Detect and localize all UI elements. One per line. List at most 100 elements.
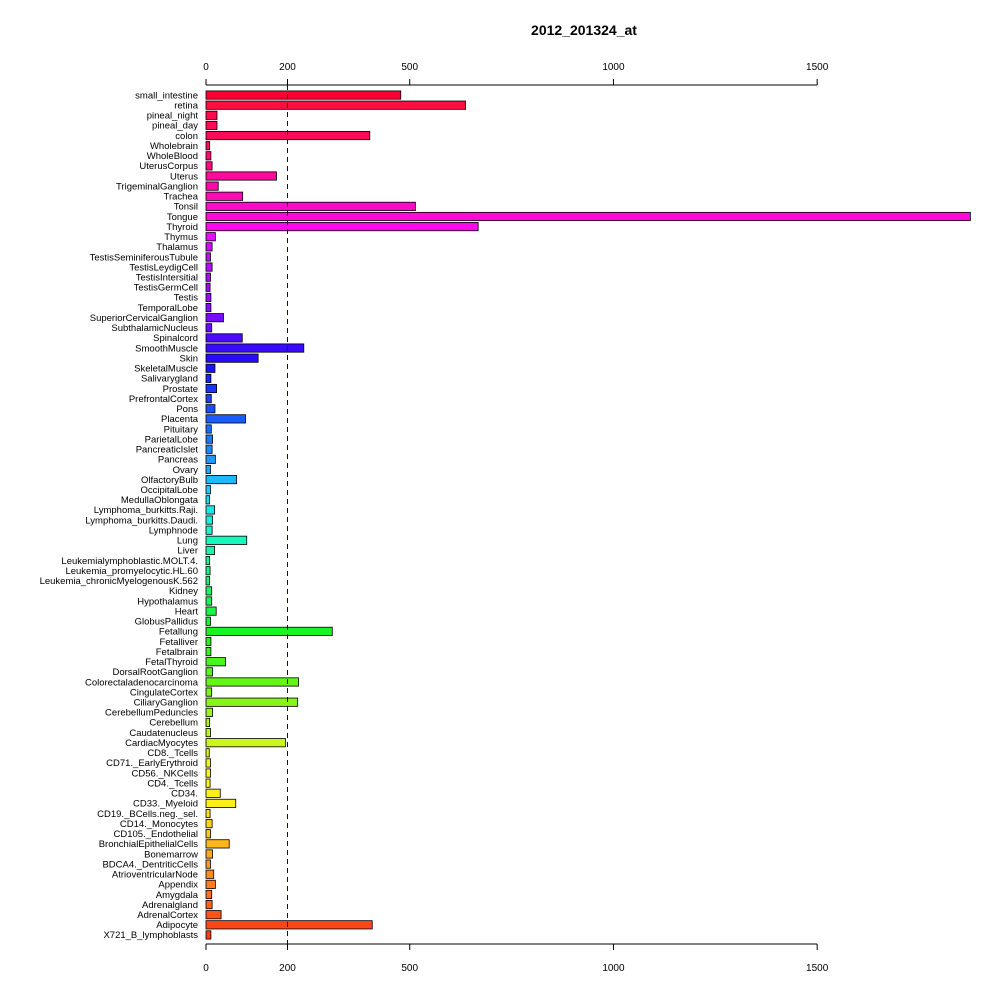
category-label-Kidney: Kidney: [169, 586, 198, 597]
category-label-Heart: Heart: [175, 606, 199, 617]
category-label-GlobusPallidus: GlobusPallidus: [135, 617, 199, 628]
category-label-CD4._Tcells: CD4._Tcells: [147, 778, 198, 789]
bar-BronchialEpithelialCells: [205, 839, 230, 849]
bar-TrigeminalGanglion: [205, 181, 219, 191]
bar-Lymphoma_burkitts.Raji.: [205, 505, 215, 515]
bar-Hypothalamus: [205, 596, 213, 606]
category-label-DorsalRootGanglion: DorsalRootGanglion: [112, 667, 198, 678]
bar-Pons: [205, 404, 216, 414]
category-label-CD8._Tcells: CD8._Tcells: [147, 748, 198, 759]
category-label-MedullaOblongata: MedullaOblongata: [121, 495, 199, 506]
top-tick-label-500: 500: [401, 62, 418, 73]
category-label-Skin: Skin: [180, 353, 198, 364]
bar-CingulateCortex: [205, 687, 213, 697]
category-label-ParietalLobe: ParietalLobe: [145, 434, 198, 445]
bar-Testis: [205, 292, 212, 302]
category-label-Wholebrain: Wholebrain: [150, 141, 198, 152]
category-label-Salivarygland: Salivarygland: [141, 374, 198, 385]
category-label-pineal_night: pineal_night: [147, 111, 199, 122]
category-label-Leukemia_chronicMyelogenousK.562: Leukemia_chronicMyelogenousK.562: [40, 576, 198, 587]
top-tick-label-1000: 1000: [602, 62, 625, 73]
bar-CardiacMyocytes: [205, 738, 286, 748]
bar-Trachea: [205, 191, 244, 201]
bar-CD19._BCells.neg._sel.: [205, 808, 211, 819]
bar-WholeBlood: [205, 151, 212, 161]
category-label-X721_B_lymphoblasts: X721_B_lymphoblasts: [103, 930, 198, 941]
bar-Adipocyte: [205, 920, 373, 930]
bar-Fetallung: [205, 626, 333, 636]
bar-Cerebellum: [205, 717, 211, 727]
bar-Tonsil: [205, 201, 416, 211]
bar-CiliaryGanglion: [205, 697, 299, 707]
category-label-SubthalamicNucleus: SubthalamicNucleus: [111, 323, 198, 334]
bar-SuperiorCervicalGanglion: [205, 313, 224, 323]
category-label-UterusCorpus: UterusCorpus: [139, 161, 198, 172]
category-label-CD56._NKCells: CD56._NKCells: [131, 768, 198, 779]
bar-Fetalliver: [205, 636, 212, 647]
bottom-tick-label-200: 200: [279, 963, 296, 974]
chart-title: 2012_201324_at: [531, 22, 637, 38]
category-label-Lymphoma_burkitts.Daudi.: Lymphoma_burkitts.Daudi.: [85, 515, 198, 526]
bar-FetalThyroid: [205, 657, 226, 667]
category-label-AtrioventricularNode: AtrioventricularNode: [112, 870, 198, 881]
bar-Placenta: [205, 414, 246, 424]
category-label-Amygdala: Amygdala: [156, 890, 199, 901]
bar-CD56._NKCells: [205, 768, 211, 778]
category-label-SuperiorCervicalGanglion: SuperiorCervicalGanglion: [90, 313, 198, 324]
bar-Caudatenucleus: [205, 728, 211, 738]
category-label-FetalThyroid: FetalThyroid: [145, 657, 198, 668]
category-label-Caudatenucleus: Caudatenucleus: [129, 728, 198, 739]
category-label-AdrenalCortex: AdrenalCortex: [137, 910, 198, 921]
bar-DorsalRootGanglion: [205, 667, 213, 677]
bar-CerebellumPeduncles: [205, 707, 213, 717]
category-label-Liver: Liver: [177, 546, 198, 557]
bar-UterusCorpus: [205, 161, 213, 171]
bar-Wholebrain: [205, 141, 211, 151]
bar-TestisGermCell: [205, 282, 211, 292]
bar-Spinalcord: [205, 333, 243, 343]
category-label-PrefrontalCortex: PrefrontalCortex: [129, 394, 198, 405]
category-label-Fetallung: Fetallung: [159, 627, 198, 638]
category-label-Tongue: Tongue: [167, 212, 198, 223]
bar-Kidney: [205, 586, 213, 596]
category-label-Adrenalgland: Adrenalgland: [142, 900, 198, 911]
bar-CD33._Myeloid: [205, 798, 237, 808]
category-label-Leukemia_promyelocytic.HL.60: Leukemia_promyelocytic.HL.60: [65, 566, 198, 577]
bar-OccipitalLobe: [205, 485, 211, 495]
category-label-WholeBlood: WholeBlood: [147, 151, 198, 162]
category-label-Thymus: Thymus: [164, 232, 198, 243]
bar-CD34.: [205, 788, 221, 798]
category-label-CD105._Endothelial: CD105._Endothelial: [113, 829, 198, 840]
category-label-CiliaryGanglion: CiliaryGanglion: [134, 698, 198, 709]
bar-Lymphnode: [205, 525, 213, 535]
bar-AdrenalCortex: [205, 910, 222, 920]
category-label-Testis: Testis: [174, 293, 199, 304]
category-label-BDCA4._DentriticCells: BDCA4._DentriticCells: [102, 859, 198, 870]
category-label-Fetalbrain: Fetalbrain: [156, 647, 198, 658]
bar-Salivarygland: [205, 373, 212, 383]
bar-CD4._Tcells: [205, 778, 211, 788]
category-label-Lymphoma_burkitts.Raji.: Lymphoma_burkitts.Raji.: [94, 505, 198, 516]
bottom-tick-label-0: 0: [203, 963, 209, 974]
bar-SubthalamicNucleus: [205, 323, 213, 333]
category-label-Prostate: Prostate: [163, 384, 198, 395]
bar-BDCA4._DentriticCells: [205, 859, 211, 869]
bar-CD71._EarlyErythroid: [205, 758, 211, 768]
top-tick-label-200: 200: [279, 62, 296, 73]
category-label-Thyroid: Thyroid: [166, 222, 198, 233]
bar-Thalamus: [205, 242, 213, 252]
category-label-TestisIntersitial: TestisIntersitial: [136, 273, 198, 284]
bar-TemporalLobe: [205, 303, 212, 313]
bar-TestisIntersitial: [205, 272, 211, 282]
category-label-Trachea: Trachea: [164, 192, 199, 203]
category-label-retina: retina: [174, 100, 198, 111]
bar-CD14._Monocytes: [205, 819, 213, 829]
bar-Skin: [205, 353, 259, 363]
category-label-CD33._Myeloid: CD33._Myeloid: [133, 799, 198, 810]
category-label-Bonemarrow: Bonemarrow: [144, 849, 198, 860]
bar-SkeletalMuscle: [205, 363, 216, 373]
bar-Colorectaladenocarcinoma: [205, 677, 299, 687]
bars: [205, 90, 971, 940]
category-label-CingulateCortex: CingulateCortex: [130, 687, 198, 698]
category-label-Hypothalamus: Hypothalamus: [137, 596, 198, 607]
